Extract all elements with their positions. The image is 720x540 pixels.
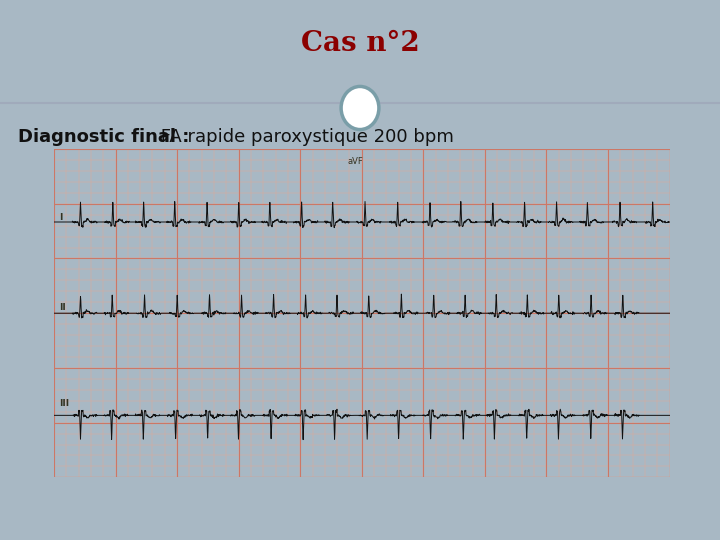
Text: Diagnostic final :: Diagnostic final : [18,128,189,146]
Text: III: III [59,399,69,408]
Ellipse shape [341,86,379,130]
Text: I: I [59,213,63,222]
Text: aVF: aVF [348,157,364,166]
Text: FA rapide paroxystique 200 bpm: FA rapide paroxystique 200 bpm [155,128,454,146]
Text: II: II [59,302,66,312]
Text: Cas n°2: Cas n°2 [301,30,419,57]
